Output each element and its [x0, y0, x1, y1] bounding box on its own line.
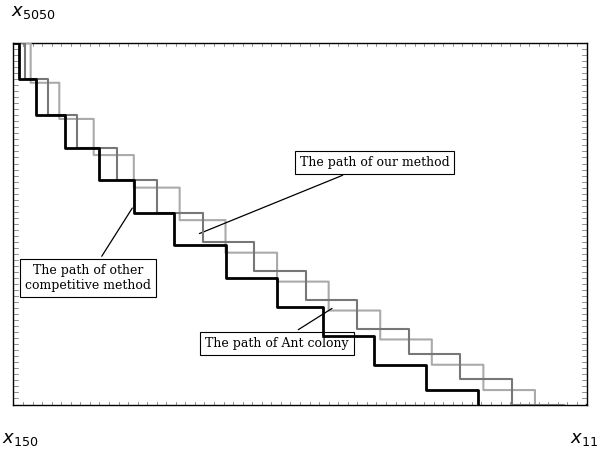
Text: The path of Ant colony: The path of Ant colony — [205, 308, 349, 350]
Text: $x_{150}$: $x_{150}$ — [2, 430, 38, 448]
Text: $x_{11}$: $x_{11}$ — [570, 430, 598, 448]
Text: The path of other
competitive method: The path of other competitive method — [25, 208, 151, 292]
Text: $x_{5050}$: $x_{5050}$ — [11, 3, 55, 21]
Text: The path of our method: The path of our method — [199, 156, 449, 234]
